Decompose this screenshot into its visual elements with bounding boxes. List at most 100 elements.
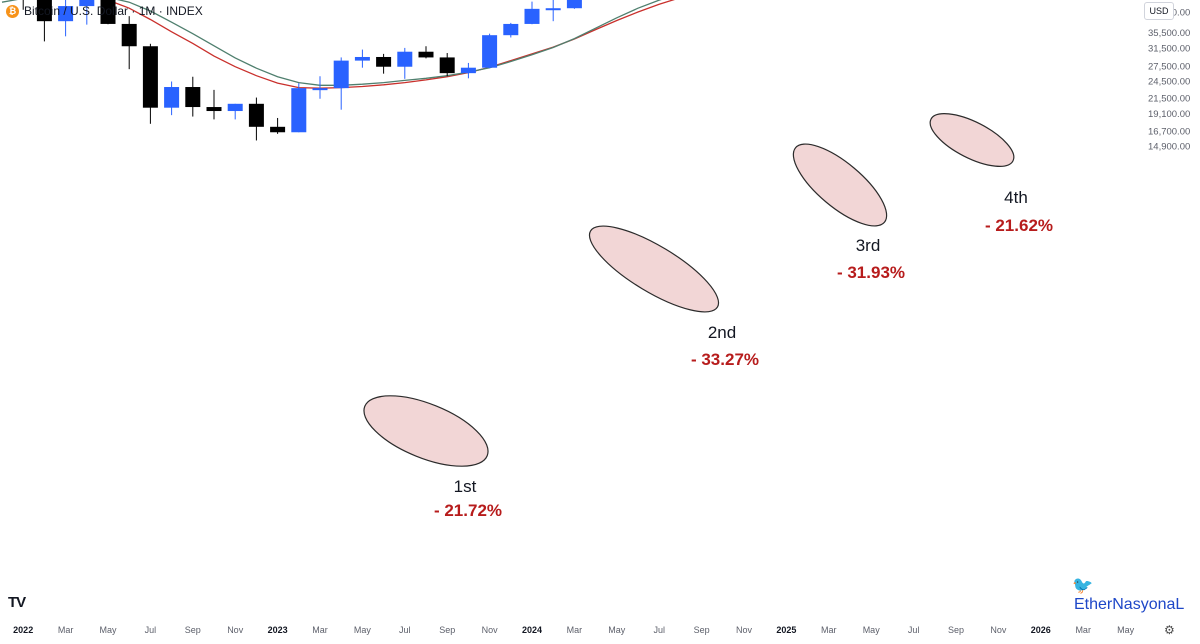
- candle-body: [566, 0, 582, 9]
- annotation-pct-2: - 31.93%: [837, 263, 905, 282]
- y-tick-label-10: 47,500.00: [1148, 0, 1190, 1]
- watermark-text: EtherNasyonaL: [1074, 596, 1185, 613]
- x-tick-label-11: Sep: [439, 625, 455, 635]
- annotation-pct-0: - 21.72%: [434, 501, 502, 520]
- y-tick-label-15: 24,500.00: [1148, 76, 1190, 87]
- x-tick-label-6: Nov: [227, 625, 244, 635]
- y-tick-label-12: 35,500.00: [1148, 28, 1190, 39]
- candle-body: [206, 107, 222, 112]
- candle-body: [545, 8, 561, 11]
- annotation-label-1: 2nd: [708, 323, 736, 342]
- bitcoin-icon: ₿: [6, 4, 19, 18]
- candle-3: [58, 0, 74, 37]
- candle-body: [333, 60, 349, 89]
- candle-body: [354, 56, 370, 61]
- x-tick-label-2: Mar: [58, 625, 74, 635]
- x-tick-label-19: 2025: [776, 625, 796, 635]
- symbol-title: Bitcoin / U.S. Dollar · 1M · INDEX: [24, 4, 203, 18]
- candle-5: [100, 0, 116, 25]
- candle-14: [291, 83, 307, 133]
- candle-22: [460, 62, 476, 79]
- x-tick-label-16: Jul: [653, 625, 665, 635]
- y-tick-label-16: 21,500.00: [1148, 94, 1190, 105]
- candle-20: [418, 46, 434, 59]
- annotation-pct-1: - 33.27%: [691, 350, 759, 369]
- y-tick-label-13: 31,500.00: [1148, 43, 1190, 54]
- x-tick-label-20: Mar: [821, 625, 837, 635]
- candle-body: [248, 103, 264, 127]
- candle-4: [79, 0, 95, 25]
- annotation-label-2: 3rd: [856, 236, 881, 255]
- x-tick-label-22: Jul: [908, 625, 920, 635]
- candle-15: [312, 76, 328, 99]
- candle-body: [164, 87, 180, 108]
- candle-body: [482, 35, 498, 68]
- candle-18: [376, 53, 392, 74]
- x-tick-label-5: Sep: [185, 625, 201, 635]
- candle-7: [142, 43, 158, 124]
- candle-13: [270, 117, 286, 134]
- y-tick-label-17: 19,100.00: [1148, 109, 1190, 120]
- currency-button[interactable]: USD: [1144, 2, 1174, 20]
- x-tick-label-9: May: [354, 625, 372, 635]
- candle-19: [397, 47, 413, 79]
- candle-12: [248, 97, 264, 141]
- candle-26: [545, 0, 561, 22]
- symbol-header[interactable]: ₿ Bitcoin / U.S. Dollar · 1M · INDEX: [6, 3, 203, 19]
- x-tick-label-25: 2026: [1031, 625, 1051, 635]
- candle-27: [566, 0, 582, 9]
- candle-24: [503, 22, 519, 38]
- x-tick-label-14: Mar: [567, 625, 583, 635]
- moving-average-line-1: [1, 0, 662, 86]
- correction-ellipse-0: [363, 395, 489, 467]
- candle-body: [460, 67, 476, 74]
- x-tick-label-8: Mar: [312, 625, 328, 635]
- candle-body: [79, 0, 95, 7]
- correction-ellipse-3: [929, 113, 1015, 167]
- x-tick-label-4: Jul: [145, 625, 157, 635]
- candle-17: [354, 49, 370, 68]
- candle-body: [439, 57, 455, 74]
- y-tick-label-14: 27,500.00: [1148, 61, 1190, 72]
- candle-2: [36, 0, 52, 42]
- tradingview-logo[interactable]: TV: [8, 594, 26, 611]
- candle-body: [100, 0, 116, 24]
- candle-body: [121, 23, 137, 47]
- candle-9: [185, 76, 201, 117]
- x-tick-label-27: May: [1117, 625, 1135, 635]
- candle-1: [22, 0, 24, 10]
- correction-ellipse-1: [588, 225, 720, 313]
- candle-23: [482, 33, 498, 69]
- bird-icon: 🐦: [1072, 576, 1094, 595]
- annotation-label-3: 4th: [1004, 188, 1028, 207]
- candle-body: [418, 51, 434, 58]
- annotation-pct-3: - 21.62%: [985, 216, 1053, 235]
- x-tick-label-7: 2023: [268, 625, 288, 635]
- x-tick-label-23: Sep: [948, 625, 964, 635]
- candle-body: [227, 103, 243, 112]
- y-tick-label-19: 14,900.00: [1148, 142, 1190, 153]
- candle-body: [376, 56, 392, 67]
- candle-body: [503, 23, 519, 36]
- x-tick-label-24: Nov: [990, 625, 1007, 635]
- gear-icon[interactable]: ⚙: [1164, 623, 1175, 637]
- x-tick-label-1: 2022: [13, 625, 33, 635]
- moving-average-line-0: [104, 0, 675, 89]
- candle-body: [312, 88, 328, 91]
- candle-body: [524, 8, 540, 24]
- candle-body: [36, 0, 52, 22]
- candle-body: [397, 51, 413, 67]
- x-tick-label-12: Nov: [482, 625, 499, 635]
- candle-10: [206, 89, 222, 120]
- candle-6: [121, 16, 137, 70]
- candle-25: [524, 1, 540, 25]
- correction-ellipse-2: [792, 143, 888, 227]
- x-tick-label-15: May: [608, 625, 626, 635]
- x-tick-label-3: May: [99, 625, 117, 635]
- x-tick-label-26: Mar: [1075, 625, 1091, 635]
- x-tick-label-17: Sep: [694, 625, 710, 635]
- candle-body: [58, 6, 74, 22]
- annotation-label-0: 1st: [454, 477, 477, 496]
